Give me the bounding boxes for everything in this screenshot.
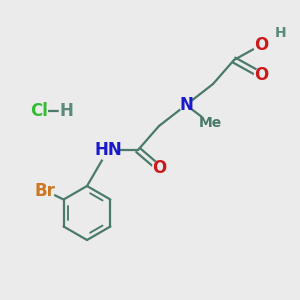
Text: HN: HN	[94, 141, 122, 159]
Text: H: H	[59, 102, 73, 120]
Circle shape	[152, 161, 166, 175]
Text: O: O	[254, 66, 268, 84]
Text: O: O	[152, 159, 166, 177]
Circle shape	[201, 114, 219, 132]
Text: N: N	[179, 96, 193, 114]
Circle shape	[98, 140, 118, 160]
Text: Br: Br	[34, 182, 56, 200]
Text: Cl: Cl	[30, 102, 48, 120]
Circle shape	[31, 103, 47, 119]
Circle shape	[179, 98, 193, 112]
Text: H: H	[275, 26, 286, 40]
Text: Me: Me	[198, 116, 222, 130]
Text: O: O	[254, 36, 268, 54]
Circle shape	[59, 104, 73, 118]
Circle shape	[254, 68, 268, 82]
Circle shape	[35, 181, 55, 200]
Circle shape	[254, 38, 268, 52]
